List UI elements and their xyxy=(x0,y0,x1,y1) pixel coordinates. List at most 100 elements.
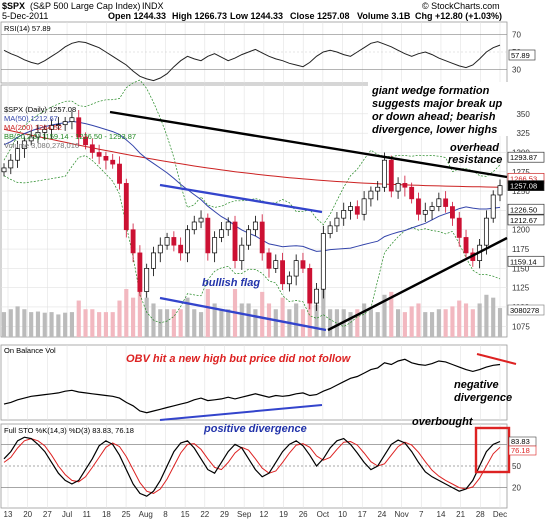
x-tick-label: 15 xyxy=(181,510,190,519)
candle-body xyxy=(395,183,401,192)
legend-price: $SPX (Daily) 1257.08 xyxy=(4,105,76,114)
volume-bar xyxy=(29,312,34,337)
volume-bar xyxy=(90,309,95,337)
rsi-legend: RSI(14) 57.89 xyxy=(4,24,51,33)
sto-d-tag-box xyxy=(508,445,537,456)
wedge-annotation: giant wedge formation suggests major bre… xyxy=(368,82,516,136)
candle-body xyxy=(144,267,150,292)
price-value-tag: 1212.67 xyxy=(510,216,537,225)
volume-bar xyxy=(103,312,108,337)
x-tick-label: Sep xyxy=(237,510,252,519)
rsi-last-tag: 57.89 xyxy=(511,51,530,60)
candle-body xyxy=(300,260,306,269)
volume-bar xyxy=(362,303,367,337)
sto-grid xyxy=(1,424,507,508)
bollinger-lower-line xyxy=(3,155,501,327)
volume-value: Volume 3.1B xyxy=(357,11,411,21)
x-tick-label: 29 xyxy=(220,510,229,519)
obv-legend: On Balance Vol xyxy=(4,346,56,355)
volume-bar xyxy=(463,303,469,337)
rsi-last-tag-box xyxy=(508,49,536,61)
price-value-tag-box xyxy=(507,214,545,226)
volume-bar xyxy=(294,303,299,337)
wedge-lower-trendline xyxy=(327,236,508,332)
volume-bar xyxy=(110,312,115,337)
wedge-annotation-line-4: divergence, lower highs xyxy=(372,124,497,136)
candle-body xyxy=(8,159,14,169)
x-tick-label: 10 xyxy=(338,510,347,519)
price-value-tag-box xyxy=(507,151,545,163)
candle-body xyxy=(456,217,462,238)
candle-body xyxy=(341,210,347,219)
price-value-tag: 1226.50 xyxy=(510,205,537,214)
x-tick-label: 27 xyxy=(43,510,52,519)
candle-body xyxy=(450,206,455,219)
volume-bar xyxy=(178,309,183,337)
rsi-axis-label: 30 xyxy=(512,65,521,74)
x-tick-label: 11 xyxy=(83,510,92,519)
volume-bar xyxy=(239,303,244,337)
x-tick-label: 17 xyxy=(358,510,367,519)
candle-body xyxy=(164,237,170,246)
volume-bar xyxy=(423,312,428,337)
candle-body xyxy=(103,155,109,161)
volume-bar xyxy=(117,300,122,337)
candle-body xyxy=(422,210,428,215)
sto-axis-label: 20 xyxy=(512,484,521,493)
candle-body xyxy=(429,206,435,211)
volume-bar xyxy=(137,289,142,337)
x-tick-label: 7 xyxy=(419,510,424,519)
chart-header: $SPX (S&P 500 Large Cap Index) INDX © St… xyxy=(2,1,502,21)
sto-k-line xyxy=(3,436,501,497)
symbol-title: $SPX xyxy=(2,1,25,11)
volume-bar xyxy=(307,289,312,337)
volume-bar xyxy=(124,289,129,337)
volume-bar xyxy=(131,297,136,337)
positive-divergence-annotation: positive divergence xyxy=(203,423,307,435)
price-axis-label: 1150 xyxy=(512,264,530,273)
x-tick-label: 18 xyxy=(102,510,111,519)
x-axis-labels: 13 20 27 Jul 11 18 25 Aug 8 15 22 29 Sep 12 19 26 Oct 10 1… xyxy=(4,510,508,519)
volume-bar xyxy=(56,314,61,337)
rsi-grid xyxy=(1,22,507,83)
overhead-annotation-line-2: resistance xyxy=(448,154,502,166)
x-tick-label: Oct xyxy=(317,510,330,519)
candle-body xyxy=(185,229,190,254)
candle-body xyxy=(191,221,197,231)
volume-bar xyxy=(192,309,197,337)
x-tick-label: 14 xyxy=(437,510,446,519)
volume-bar xyxy=(491,297,496,337)
volume-bar xyxy=(83,309,88,337)
candle-body xyxy=(266,252,272,269)
candle-body xyxy=(320,233,326,290)
volume-bar xyxy=(205,289,210,337)
ma200-line xyxy=(3,128,501,188)
candle-body xyxy=(388,159,394,192)
low-value: Low 1244.33 xyxy=(230,11,283,21)
volume-bar xyxy=(457,300,462,337)
rsi-line xyxy=(3,41,501,82)
volume-bar xyxy=(198,312,204,337)
price-legend: $SPX (Daily) 1257.08 MA(50) 1212.67 MA(2… xyxy=(4,105,136,150)
candle-body xyxy=(497,185,503,196)
volume-bar xyxy=(402,312,407,337)
volume-bar xyxy=(219,309,224,337)
candle-body xyxy=(123,183,129,231)
overbought-annotation: overbought xyxy=(412,416,474,428)
x-tick-label: 24 xyxy=(377,510,386,519)
volume-bar xyxy=(97,312,102,337)
volume-bar xyxy=(144,297,149,337)
candle-body xyxy=(89,144,95,153)
volume-bar xyxy=(212,303,217,337)
x-tick-label: Jul xyxy=(62,510,72,519)
volume-bar xyxy=(497,308,503,337)
x-tick-label: 22 xyxy=(200,510,209,519)
price-axis-label: 1125 xyxy=(512,284,530,293)
volume-bar xyxy=(42,312,47,337)
chart-date: 5-Dec-2011 xyxy=(2,11,48,21)
volume-bar xyxy=(314,304,319,337)
candle-body xyxy=(307,267,313,304)
volume-bar xyxy=(253,309,258,337)
